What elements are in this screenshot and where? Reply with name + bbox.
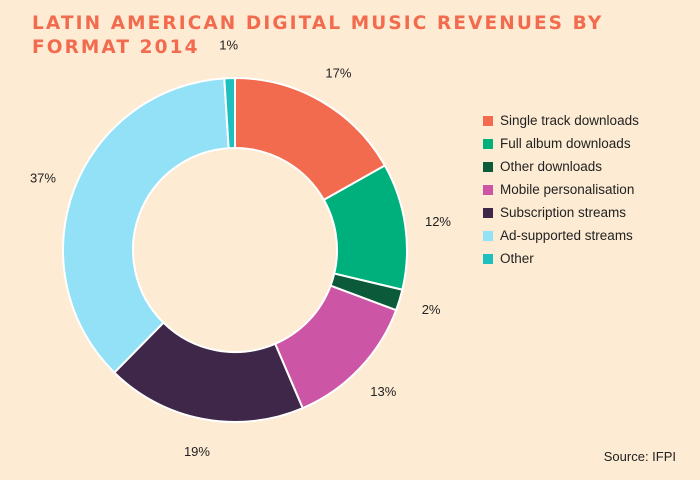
legend-label: Subscription streams (500, 205, 627, 220)
legend-swatch (483, 161, 493, 172)
legend-swatch (483, 184, 493, 195)
data-label-other-downloads: 2% (422, 302, 441, 317)
legend-item-other-downloads: Other downloads (483, 155, 639, 178)
legend-label: Mobile personalisation (500, 182, 635, 197)
legend-swatch (483, 138, 493, 149)
legend-label: Other downloads (500, 159, 603, 174)
legend-label: Other (500, 251, 534, 266)
legend-item-single-track-downloads: Single track downloads (483, 109, 639, 132)
legend-swatch (483, 230, 493, 241)
legend-label: Ad-supported streams (500, 228, 633, 243)
chart-title: Latin American digital music revenues by… (32, 13, 604, 58)
legend-item-mobile-personalisation: Mobile personalisation (483, 178, 639, 201)
data-label-single-track-downloads: 17% (325, 65, 351, 80)
data-label-subscription-streams: 19% (184, 444, 210, 459)
legend-item-subscription-streams: Subscription streams (483, 201, 639, 224)
legend: Single track downloads Full album downloa… (483, 109, 639, 270)
slice-other (223, 76, 236, 150)
data-label-full-album-downloads: 12% (425, 214, 451, 229)
source-note: Source: IFPI (603, 449, 676, 464)
legend-label: Single track downloads (500, 113, 639, 128)
legend-item-ad-supported-streams: Ad-supported streams (483, 224, 639, 247)
data-label-ad-supported-streams: 37% (30, 171, 56, 186)
legend-item-other: Other (483, 247, 639, 270)
legend-swatch (483, 115, 493, 126)
slice-ad-supported-streams (62, 77, 230, 374)
legend-label: Full album downloads (500, 136, 631, 151)
legend-swatch (483, 207, 493, 218)
data-label-other: 1% (219, 38, 238, 53)
legend-swatch (483, 253, 493, 264)
data-label-mobile-personalisation: 13% (370, 384, 396, 399)
legend-item-full-album-downloads: Full album downloads (483, 132, 639, 155)
